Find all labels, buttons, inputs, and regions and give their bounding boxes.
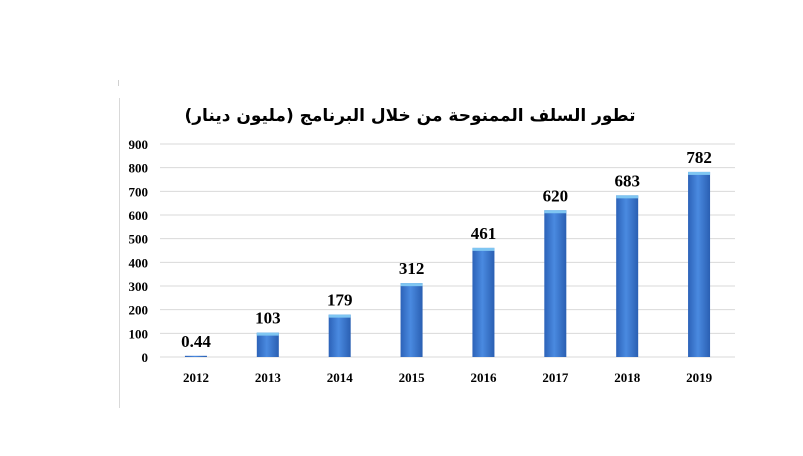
frame-tick: [118, 80, 119, 86]
bar: [184, 355, 207, 357]
gridlines: [160, 143, 735, 358]
y-tick-label: 0: [142, 350, 149, 365]
x-tick-label: 2014: [327, 370, 354, 385]
data-label: 312: [399, 259, 425, 278]
bar: [400, 283, 423, 357]
bar: [688, 171, 711, 357]
x-tick-label: 2019: [686, 370, 713, 385]
x-tick-label: 2015: [399, 370, 426, 385]
x-tick-label: 2012: [183, 370, 209, 385]
y-tick-label: 800: [129, 161, 149, 176]
y-tick-label: 100: [129, 326, 149, 341]
x-axis: 2012 2013 2014 2015 2016 2017 2018 2019: [183, 370, 713, 385]
y-axis: 0 100 200 300 400 500 600 700 800 900: [129, 137, 149, 365]
x-tick-label: 2016: [470, 370, 497, 385]
bar-cap: [616, 195, 639, 199]
y-tick-label: 900: [129, 137, 149, 152]
x-tick-label: 2013: [255, 370, 282, 385]
frame-divider: [119, 98, 120, 408]
bar: [256, 332, 279, 357]
bar-cap: [544, 210, 567, 214]
y-tick-label: 300: [129, 279, 149, 294]
data-label: 0.44: [181, 332, 211, 351]
data-label: 620: [543, 186, 569, 205]
data-label: 179: [327, 291, 353, 310]
bar: [472, 247, 495, 357]
y-tick-label: 600: [129, 208, 149, 223]
y-tick-label: 200: [129, 303, 149, 318]
bar: [328, 314, 351, 357]
x-tick-label: 2018: [614, 370, 641, 385]
data-label: 683: [614, 171, 640, 190]
y-tick-label: 400: [129, 255, 149, 270]
bar: [544, 210, 567, 357]
y-tick-label: 700: [129, 184, 149, 199]
bar-cap: [472, 247, 495, 251]
data-label: 782: [686, 148, 712, 167]
bar: [616, 195, 639, 357]
bar-cap: [688, 171, 711, 175]
y-tick-label: 500: [129, 232, 149, 247]
bar-cap: [328, 314, 351, 318]
bar-cap: [400, 283, 423, 287]
chart-title: تطور السلف الممنوحة من خلال البرنامج (مل…: [184, 106, 636, 126]
bar-cap: [256, 332, 279, 336]
data-label: 103: [255, 309, 281, 328]
bars: [184, 171, 711, 357]
x-tick-label: 2017: [542, 370, 569, 385]
data-labels: 0.44 103 179 312 461 620 683 782: [181, 148, 712, 351]
data-label: 461: [471, 224, 497, 243]
